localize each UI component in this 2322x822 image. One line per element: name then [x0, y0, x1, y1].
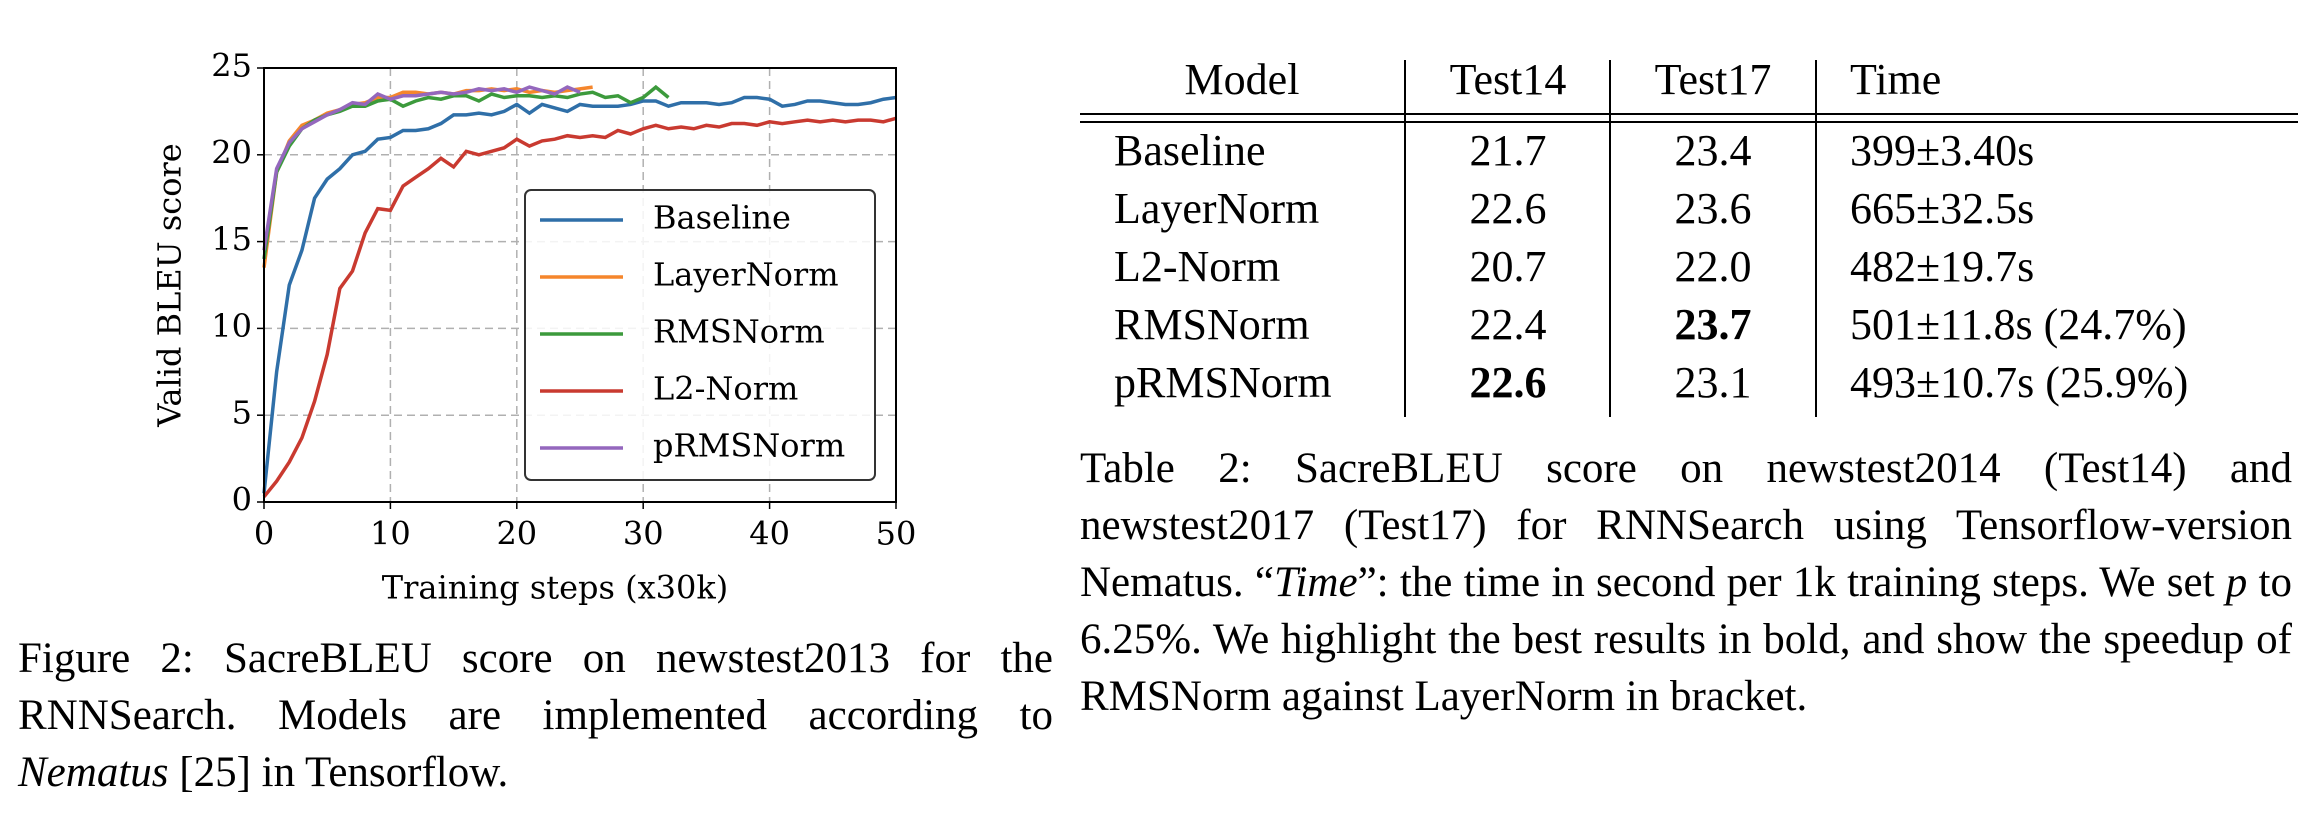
table-cell: RMSNorm	[1114, 300, 1310, 349]
y-tick-label: 0	[232, 481, 252, 519]
series-line	[262, 95, 897, 494]
plot-frame	[263, 67, 897, 503]
x-tick-label: 40	[749, 515, 790, 553]
y-tick-label: 25	[211, 47, 252, 85]
caption-text: Figure 2: SacreBLEU score on newstest201…	[18, 635, 1053, 739]
x-tick-label: 30	[623, 515, 664, 553]
figure-caption: Figure 2: SacreBLEU score on newstest201…	[18, 630, 1053, 801]
series-line	[262, 116, 897, 498]
series-line	[262, 85, 581, 251]
table-cell: 482±19.7s	[1850, 242, 2034, 291]
caption-text: ”: the time in second per 1k training st…	[1357, 559, 2226, 606]
caption-text: to 6.25%. We highlight the best results …	[1080, 559, 2292, 720]
caption-text: Table 2: SacreBLEU score on newstest2014…	[1080, 445, 2292, 606]
legend-box	[524, 189, 876, 481]
table-cell: 23.4	[1675, 126, 1752, 175]
caption-text: p	[2225, 559, 2248, 606]
table-cell: 20.7	[1470, 242, 1547, 291]
table-cell: LayerNorm	[1114, 184, 1319, 233]
x-tick-label: 50	[876, 515, 917, 553]
y-tick-label: 10	[211, 307, 252, 345]
table-cell: Baseline	[1114, 126, 1266, 175]
x-tick-label: 0	[254, 515, 274, 553]
table-cell: 22.6	[1470, 358, 1547, 407]
table-header: Test17	[1655, 55, 1772, 104]
table-cell: 399±3.40s	[1850, 126, 2034, 175]
table-cell: 22.6	[1470, 184, 1547, 233]
legend-label: LayerNorm	[653, 256, 839, 294]
x-tick-label: 10	[370, 515, 411, 553]
y-tick-label: 5	[232, 394, 252, 432]
x-tick-label: 20	[496, 515, 537, 553]
table-cell: 501±11.8s (24.7%)	[1850, 300, 2187, 349]
caption-text: [25] in Tensorflow.	[168, 749, 509, 796]
table: Model Test14 Test17 Time Baseline 21.7 23.4 399…	[1080, 55, 2298, 417]
table-cell: 23.1	[1675, 358, 1752, 407]
y-tick-label: 20	[211, 133, 252, 171]
x-axis-label: Training steps (x30k)	[382, 569, 728, 607]
table-caption: Table 2: SacreBLEU score on newstest2014…	[1080, 440, 2292, 725]
y-tick-label: 15	[211, 220, 252, 258]
table-cell: 493±10.7s (25.9%)	[1850, 358, 2188, 407]
table-header: Test14	[1450, 55, 1567, 104]
y-axis-label: Valid BLEU score	[151, 143, 189, 427]
table-cell: L2-Norm	[1114, 242, 1280, 291]
caption-text: Time	[1273, 559, 1358, 606]
table-cell: 23.6	[1675, 184, 1752, 233]
caption-text: Nematus	[18, 749, 169, 796]
legend-label: RMSNorm	[653, 313, 825, 351]
table-cell: 22.0	[1675, 242, 1752, 291]
table-header: Time	[1850, 55, 1941, 104]
legend-label: Baseline	[653, 199, 791, 237]
table-cell: 22.4	[1470, 300, 1547, 349]
table-cell: 23.7	[1675, 300, 1752, 349]
table-header: Model	[1185, 55, 1300, 104]
legend-label: L2-Norm	[653, 370, 798, 408]
legend-label: pRMSNorm	[653, 427, 845, 465]
table-cell: 21.7	[1470, 126, 1547, 175]
table-cell: 665±32.5s	[1850, 184, 2034, 233]
table-cell: pRMSNorm	[1114, 358, 1332, 407]
